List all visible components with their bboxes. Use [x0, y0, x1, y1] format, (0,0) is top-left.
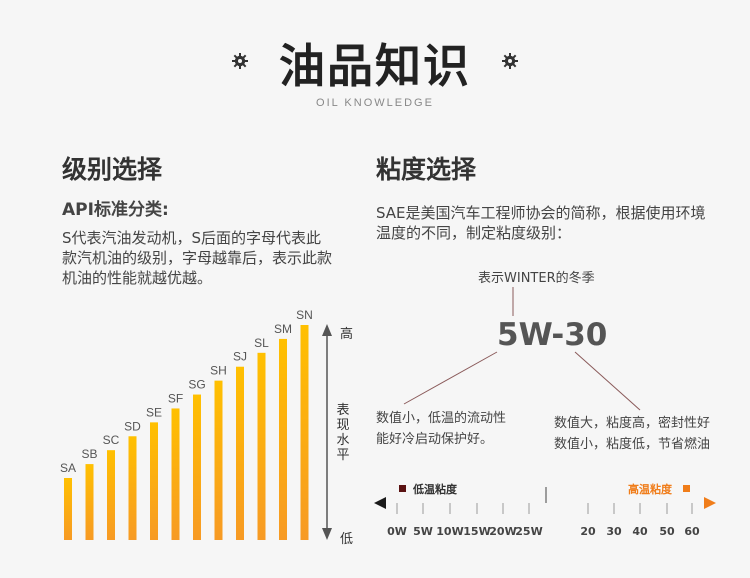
scale-tick-40: 40 [632, 525, 648, 538]
axis-bottom-label: 低 [340, 532, 354, 547]
viscosity-code: 5W-30 [497, 317, 608, 353]
bar-label-sn: SN [296, 308, 313, 322]
low-temp-label: 低温粘度 [413, 483, 457, 496]
scale-tick-0w: 0W [387, 525, 407, 538]
page-subtitle: OIL KNOWLEDGE [316, 97, 434, 109]
high-number-description: 数值大，粘度高，密封性好 数值小，粘度低，节省燃油 [554, 413, 734, 455]
bar-sj [236, 366, 244, 540]
grade-bar-chart: SA SB SC SD SE SF SG SH SJ SL SM SN [60, 308, 313, 540]
bar-label-sl: SL [254, 336, 269, 350]
bar-label-sh: SH [210, 364, 227, 378]
viscosity-heading: 粘度选择 [376, 155, 477, 184]
scale-tick-15w: 15W [463, 525, 491, 538]
scale-tick-20w: 20W [489, 525, 517, 538]
bar-label-sb: SB [81, 447, 97, 461]
scale-tick-10w: 10W [436, 525, 464, 538]
sae-description: SAE是美国汽车工程师协会的简称，根据使用环境温度的不同，制定粘度级别： [376, 204, 706, 242]
bar-sm [279, 338, 287, 540]
bar-label-se: SE [146, 405, 162, 419]
bar-label-sg: SG [188, 378, 205, 392]
bar-sd [128, 436, 137, 540]
bar-label-sc: SC [103, 433, 120, 447]
bar-sn [300, 325, 309, 540]
bar-se [150, 422, 158, 540]
bar-label-sf: SF [168, 391, 183, 405]
bar-sa [64, 478, 72, 540]
scale-tick-60: 60 [684, 525, 700, 538]
scale-tick-5w: 5W [413, 525, 433, 538]
grade-heading: 级别选择 [62, 155, 163, 184]
scale-tick-30: 30 [606, 525, 622, 538]
bar-sc [107, 450, 115, 540]
high-temp-label: 高温粘度 [628, 483, 672, 496]
bar-label-sm: SM [274, 322, 292, 336]
scale-tick-50: 50 [659, 525, 675, 538]
page-title: 油品知识 [279, 39, 471, 93]
scale-tick-25w: 25W [515, 525, 543, 538]
bar-sf [171, 408, 180, 540]
axis-top-label: 高 [340, 327, 354, 342]
low-temp-marker [399, 485, 406, 492]
low-number-description: 数值小，低温的流动性能好冷启动保护好。 [376, 411, 507, 447]
bar-sl [257, 352, 266, 540]
title-row: 油品知识 [0, 30, 750, 96]
bar-label-sd: SD [124, 419, 141, 433]
gear-icon [502, 53, 518, 69]
high-temp-marker [683, 485, 690, 492]
bar-label-sa: SA [60, 461, 76, 475]
gear-icon [232, 53, 248, 69]
bar-label-sj: SJ [233, 350, 247, 364]
high-desc-line-2: 数值小，粘度低，节省燃油 [554, 437, 711, 452]
api-title: API标准分类: [62, 200, 169, 220]
winter-note: 表示WINTER的冬季 [478, 271, 595, 286]
bar-sb [85, 464, 94, 540]
api-description: S代表汽油发动机，S后面的字母代表此款汽机油的级别，字母越靠后，表示此款机油的性… [62, 229, 333, 287]
axis-label: 表现水平 [336, 403, 350, 463]
high-desc-line-1: 数值大，粘度高，密封性好 [554, 416, 711, 431]
scale-tick-20: 20 [580, 525, 596, 538]
bar-sg [193, 394, 201, 540]
bar-sh [214, 380, 223, 540]
